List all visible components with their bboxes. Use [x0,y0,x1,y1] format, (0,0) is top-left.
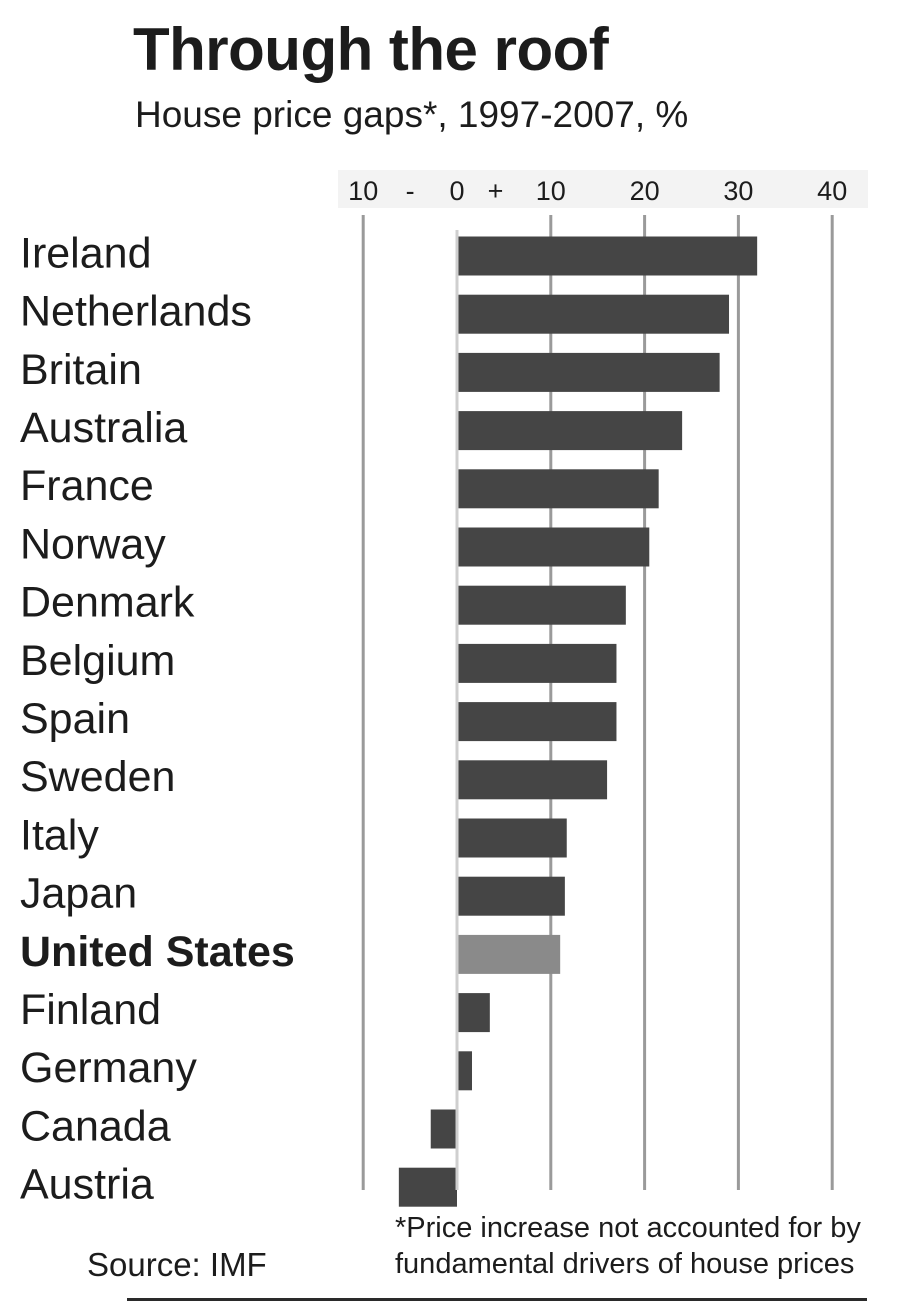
chart-subtitle: House price gaps*, 1997-2007, % [135,94,689,135]
bar-ireland [457,236,758,276]
bar-italy [457,818,567,858]
tick-header-band [338,170,868,208]
x-tick-label: 20 [630,176,660,206]
category-label: Germany [20,1044,197,1092]
category-label: Spain [20,695,130,743]
footnote-line-2: fundamental drivers of house prices [395,1248,855,1280]
x-tick-label: 10 [536,176,566,206]
category-label: United States [20,928,295,976]
x-tick-label: 30 [723,176,753,206]
bar-norway [457,527,650,567]
category-label: Japan [20,870,137,918]
category-label: Belgium [20,637,175,685]
bar-britain [457,352,720,392]
bar-australia [457,411,683,451]
bar-austria [398,1167,457,1207]
bar-france [457,469,659,509]
category-label: Britain [20,346,142,394]
category-label: Norway [20,520,166,568]
bar-germany [457,1051,473,1091]
footnote: *Price increase not accounted for by fun… [395,1210,895,1282]
category-label: Netherlands [20,288,252,336]
x-tick-label: 0 [449,176,464,206]
bar-denmark [457,585,626,625]
category-label: Canada [20,1102,171,1150]
bottom-rule [127,1298,867,1301]
bar-spain [457,702,617,742]
category-label: Italy [20,811,99,859]
x-tick-label: 40 [817,176,847,206]
bar-finland [457,993,490,1033]
bar-belgium [457,643,617,683]
bar-japan [457,876,565,916]
category-label: Denmark [20,579,195,627]
category-label: Austria [20,1161,154,1209]
category-label: Ireland [20,229,151,277]
x-tick-label: 10 [348,176,378,206]
category-label: Australia [20,404,187,452]
chart-title: Through the roof [133,16,609,83]
footnote-line-1: *Price increase not accounted for by [395,1212,861,1244]
category-label: Finland [20,986,161,1034]
bar-united-states [457,934,561,974]
x-tick-label: - [406,176,415,206]
bar-sweden [457,760,608,800]
bar-netherlands [457,294,730,334]
category-label: France [20,462,154,510]
bar-canada [430,1109,457,1149]
x-tick-label: + [488,176,504,206]
source-note: Source: IMF [87,1246,267,1283]
category-label: Sweden [20,753,175,801]
